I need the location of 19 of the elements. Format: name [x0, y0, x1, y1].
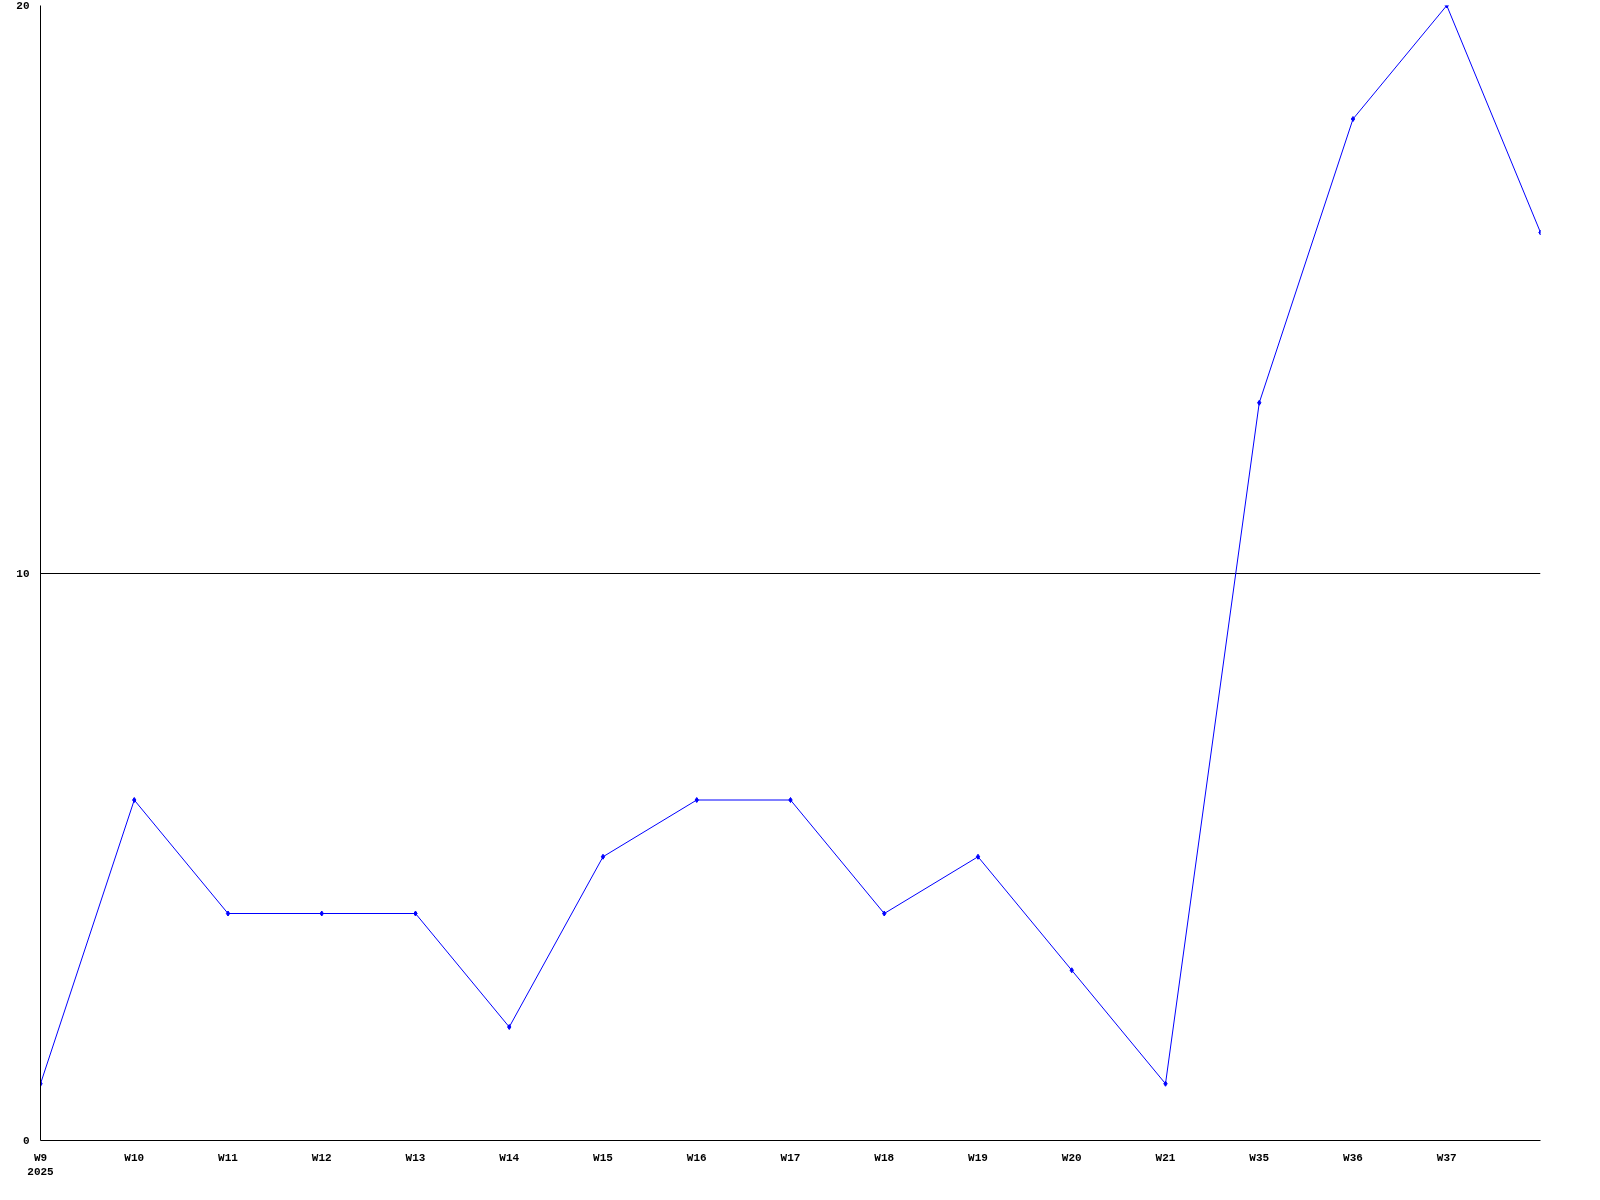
x-tick-label: W17 [780, 1151, 801, 1164]
x-tick-label: W35 [1249, 1151, 1270, 1164]
x-tick-label: W18 [874, 1151, 895, 1164]
x-tick-label: W36 [1343, 1151, 1363, 1164]
x-tick-label: W15 [593, 1151, 614, 1164]
y-tick-label: 0 [22, 1135, 30, 1147]
x-tick-label: W9 2025 [27, 1151, 55, 1178]
y-tick-label: 10 [16, 567, 30, 580]
x-tick-label: W21 [1155, 1151, 1176, 1164]
x-tick-label: W20 [1061, 1151, 1082, 1164]
x-tick-label: W13 [405, 1151, 426, 1164]
x-tick-label: W11 [218, 1151, 239, 1164]
x-tick-label: W12 [311, 1151, 332, 1164]
x-tick-label: W37 [1436, 1151, 1457, 1164]
x-tick-label: W14 [499, 1151, 520, 1164]
x-tick-label: W19 [968, 1151, 988, 1164]
x-tick-label: W16 [686, 1151, 707, 1164]
x-tick-label: W10 [124, 1151, 145, 1164]
y-tick-label: 20 [16, 0, 30, 12]
